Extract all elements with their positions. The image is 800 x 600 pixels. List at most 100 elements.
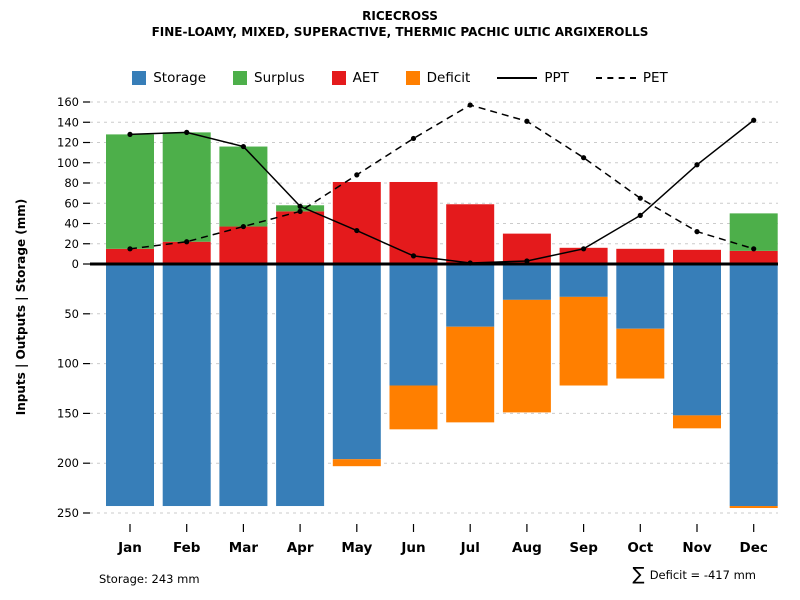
legend-item-surplus: Surplus [233, 70, 305, 86]
bar-deficit-Dec [729, 506, 778, 509]
legend-label-pet: PET [642, 70, 668, 86]
bar-surplus-Feb [162, 132, 211, 242]
pet-line [129, 104, 754, 250]
deficit-swatch-icon [405, 71, 420, 85]
sigma-icon: ∑ [632, 564, 645, 585]
month-label-Nov: Nov [682, 540, 712, 556]
total-deficit-annotation: ∑ Deficit = -417 mm [633, 566, 756, 584]
ppt-point-Oct [637, 212, 643, 218]
pet-point-Oct [637, 195, 643, 201]
y-tick-label-top-100: 100 [57, 156, 79, 170]
legend-label-ppt: PPT [544, 70, 569, 86]
storage-annotation: Storage: 243 mm [99, 572, 200, 586]
pet-point-Apr [297, 208, 303, 214]
month-label-Dec: Dec [740, 540, 768, 556]
bar-deficit-Jul [446, 326, 495, 423]
ppt-point-Nov [694, 162, 700, 168]
ppt-point-Dec [751, 117, 757, 123]
ppt-point-Jan [127, 131, 133, 137]
bar-aet-Feb [162, 241, 211, 264]
bar-storage-May [332, 264, 381, 460]
bar-aet-Mar [219, 226, 268, 264]
bar-aet-Jan [106, 248, 154, 264]
legend-item-pet: PET [595, 70, 668, 86]
y-tick-label-bottom-50: 50 [64, 307, 79, 321]
y-tick-label-bottom-150: 150 [57, 406, 79, 420]
month-label-Aug: Aug [512, 540, 542, 556]
bar-deficit-May [332, 459, 381, 467]
y-tick-label-bottom-100: 100 [57, 357, 79, 371]
y-axis-title: Inputs | Outputs | Storage (mm) [14, 199, 28, 416]
bar-aet-Jul [446, 204, 495, 264]
legend-label-aet: AET [352, 70, 379, 86]
month-label-Apr: Apr [287, 540, 314, 556]
bar-storage-Dec [729, 264, 778, 507]
ppt-point-Mar [240, 143, 246, 150]
y-tick-label-top-60: 60 [64, 196, 79, 210]
bar-deficit-Sep [559, 296, 608, 386]
pet-point-Jul [467, 102, 473, 108]
month-label-Jul: Jul [460, 540, 480, 556]
ppt-point-Apr [297, 203, 303, 209]
bar-deficit-Nov [673, 415, 721, 429]
ppt-point-Aug [524, 258, 530, 264]
page-subtitle: FINE-LOAMY, MIXED, SUPERACTIVE, THERMIC … [151, 25, 649, 39]
ppt-point-Jul [467, 260, 473, 266]
pet-point-May [354, 172, 360, 178]
y-tick-label-top-140: 140 [57, 115, 79, 129]
month-label-Jan: Jan [117, 540, 142, 556]
pet-point-Feb [184, 239, 190, 245]
bar-storage-Apr [276, 264, 325, 507]
bar-surplus-Dec [729, 213, 778, 251]
ppt-point-Jun [410, 253, 417, 259]
pet-point-Sep [581, 155, 587, 161]
y-tick-label-top-20: 20 [64, 237, 79, 251]
month-label-May: May [341, 540, 372, 556]
y-tick-label-top-40: 40 [64, 217, 79, 231]
legend-label-surplus: Surplus [254, 70, 305, 86]
month-label-Jun: Jun [400, 540, 425, 556]
bar-aet-Jun [389, 181, 438, 264]
y-tick-label-top-0: 0 [72, 257, 79, 271]
y-tick-label-bottom-200: 200 [57, 456, 79, 470]
month-label-Sep: Sep [569, 540, 598, 556]
ppt-point-Feb [184, 129, 190, 135]
pet-point-Mar [240, 223, 246, 230]
page-title: RICECROSS [362, 9, 438, 23]
bar-aet-Apr [276, 211, 325, 264]
y-tick-label-top-120: 120 [57, 136, 79, 150]
month-label-Mar: Mar [229, 540, 259, 556]
bar-aet-Oct [616, 248, 665, 264]
bar-storage-Aug [502, 264, 551, 300]
bar-surplus-Jan [106, 134, 154, 249]
aet-swatch-icon [331, 71, 346, 85]
pet-point-Aug [524, 118, 530, 124]
legend-item-ppt: PPT [497, 70, 569, 86]
ppt-line [129, 119, 755, 264]
total-deficit-text: Deficit = -417 mm [649, 568, 756, 582]
bar-aet-Nov [673, 249, 721, 264]
bar-storage-Feb [162, 264, 211, 507]
bar-surplus-Mar [219, 146, 268, 227]
bar-storage-Jan [106, 264, 154, 507]
bar-storage-Nov [673, 264, 721, 416]
legend-item-deficit: Deficit [405, 70, 471, 86]
legend-item-storage: Storage [132, 70, 206, 86]
bar-storage-Jul [446, 264, 495, 327]
y-tick-label-top-80: 80 [64, 176, 79, 190]
bar-deficit-Jun [389, 385, 438, 430]
bar-deficit-Oct [616, 328, 665, 379]
pet-point-Jan [127, 246, 133, 252]
bar-aet-Dec [729, 250, 778, 264]
legend-label-deficit: Deficit [426, 70, 471, 86]
y-tick-label-top-160: 160 [57, 95, 79, 109]
ppt-point-Sep [581, 246, 587, 252]
ppt-solid-line-icon [497, 77, 538, 79]
pet-point-Dec [751, 246, 757, 252]
chart-legend: Storage Surplus AET Deficit PPT PET [0, 70, 800, 86]
storage-swatch-icon [132, 71, 147, 85]
y-tick-label-bottom-250: 250 [57, 506, 79, 520]
ppt-point-May [354, 227, 360, 234]
bar-storage-Oct [616, 264, 665, 329]
